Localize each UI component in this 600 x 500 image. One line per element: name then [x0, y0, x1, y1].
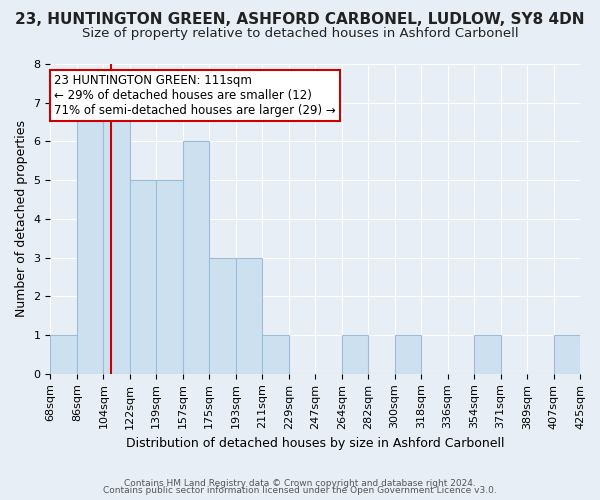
Text: 23 HUNTINGTON GREEN: 111sqm
← 29% of detached houses are smaller (12)
71% of sem: 23 HUNTINGTON GREEN: 111sqm ← 29% of det…: [55, 74, 336, 116]
Bar: [236, 258, 262, 374]
Bar: [103, 102, 130, 374]
Bar: [130, 180, 157, 374]
Bar: [262, 335, 289, 374]
Bar: [183, 142, 209, 374]
Bar: [77, 102, 103, 374]
Bar: [341, 335, 368, 374]
X-axis label: Distribution of detached houses by size in Ashford Carbonell: Distribution of detached houses by size …: [126, 437, 505, 450]
Bar: [395, 335, 421, 374]
Bar: [157, 180, 183, 374]
Bar: [50, 335, 77, 374]
Y-axis label: Number of detached properties: Number of detached properties: [15, 120, 28, 318]
Text: Size of property relative to detached houses in Ashford Carbonell: Size of property relative to detached ho…: [82, 28, 518, 40]
Bar: [554, 335, 580, 374]
Text: 23, HUNTINGTON GREEN, ASHFORD CARBONEL, LUDLOW, SY8 4DN: 23, HUNTINGTON GREEN, ASHFORD CARBONEL, …: [15, 12, 585, 28]
Bar: [209, 258, 236, 374]
Bar: [474, 335, 500, 374]
Text: Contains HM Land Registry data © Crown copyright and database right 2024.: Contains HM Land Registry data © Crown c…: [124, 478, 476, 488]
Text: Contains public sector information licensed under the Open Government Licence v3: Contains public sector information licen…: [103, 486, 497, 495]
